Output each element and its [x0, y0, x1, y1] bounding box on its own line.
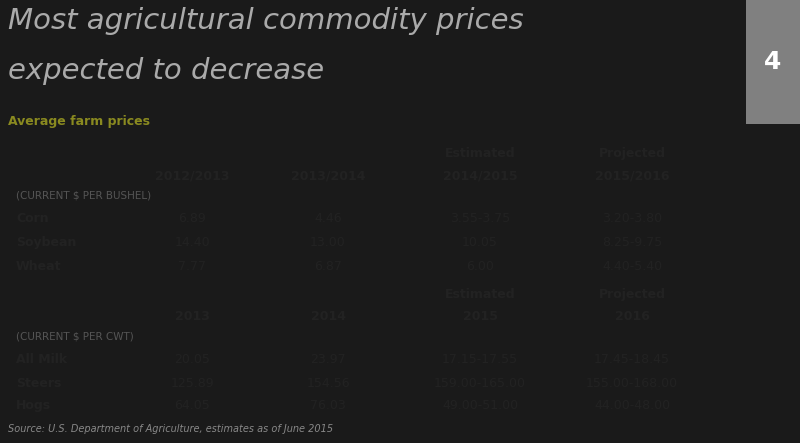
Text: (CURRENT $ PER CWT): (CURRENT $ PER CWT) — [16, 332, 134, 342]
Text: 125.89: 125.89 — [170, 377, 214, 390]
Text: 4: 4 — [764, 50, 782, 74]
Text: 17.45-18.45: 17.45-18.45 — [594, 353, 670, 366]
Bar — [746, 0, 800, 124]
Text: 20.05: 20.05 — [174, 353, 210, 366]
Text: 13.00: 13.00 — [310, 236, 346, 249]
Text: 3.55-3.75: 3.55-3.75 — [450, 212, 510, 225]
Text: Steers: Steers — [16, 377, 62, 390]
Text: All Milk: All Milk — [16, 353, 67, 366]
Text: 44.00-48.00: 44.00-48.00 — [594, 399, 670, 412]
Text: 49.00-51.00: 49.00-51.00 — [442, 399, 518, 412]
Text: Corn: Corn — [16, 212, 49, 225]
Text: 2014: 2014 — [310, 310, 346, 323]
Text: 2015/2016: 2015/2016 — [594, 169, 670, 182]
Text: Projected: Projected — [598, 288, 666, 301]
Text: 2013: 2013 — [174, 310, 210, 323]
Text: 155.00-168.00: 155.00-168.00 — [586, 377, 678, 390]
Text: Estimated: Estimated — [445, 147, 515, 160]
Text: Soybean: Soybean — [16, 236, 76, 249]
Text: 4.40-5.40: 4.40-5.40 — [602, 260, 662, 273]
Text: 8.25-9.75: 8.25-9.75 — [602, 236, 662, 249]
Text: Source: U.S. Department of Agriculture, estimates as of June 2015: Source: U.S. Department of Agriculture, … — [8, 424, 333, 434]
Text: 10.05: 10.05 — [462, 236, 498, 249]
Text: 2014/2015: 2014/2015 — [442, 169, 518, 182]
Text: Average farm prices: Average farm prices — [8, 115, 150, 128]
Text: 3.20-3.80: 3.20-3.80 — [602, 212, 662, 225]
Text: 159.00-165.00: 159.00-165.00 — [434, 377, 526, 390]
Text: Hogs: Hogs — [16, 399, 51, 412]
Text: 2013/2014: 2013/2014 — [290, 169, 366, 182]
Text: Most agricultural commodity prices: Most agricultural commodity prices — [8, 7, 524, 35]
Text: expected to decrease: expected to decrease — [8, 57, 324, 85]
Text: 64.05: 64.05 — [174, 399, 210, 412]
Text: (CURRENT $ PER BUSHEL): (CURRENT $ PER BUSHEL) — [16, 190, 151, 200]
Text: Projected: Projected — [598, 147, 666, 160]
Text: 2016: 2016 — [614, 310, 650, 323]
Text: Wheat: Wheat — [16, 260, 62, 273]
Text: 4.46: 4.46 — [314, 212, 342, 225]
Text: 76.03: 76.03 — [310, 399, 346, 412]
Text: 2015: 2015 — [462, 310, 498, 323]
Text: 7.77: 7.77 — [178, 260, 206, 273]
Text: 23.97: 23.97 — [310, 353, 346, 366]
Text: 14.40: 14.40 — [174, 236, 210, 249]
Text: 6.00: 6.00 — [466, 260, 494, 273]
Text: 6.89: 6.89 — [178, 212, 206, 225]
Text: Estimated: Estimated — [445, 288, 515, 301]
Text: 2012/2013: 2012/2013 — [154, 169, 230, 182]
Text: 6.87: 6.87 — [314, 260, 342, 273]
Text: 17.15-17.55: 17.15-17.55 — [442, 353, 518, 366]
Text: 154.56: 154.56 — [306, 377, 350, 390]
